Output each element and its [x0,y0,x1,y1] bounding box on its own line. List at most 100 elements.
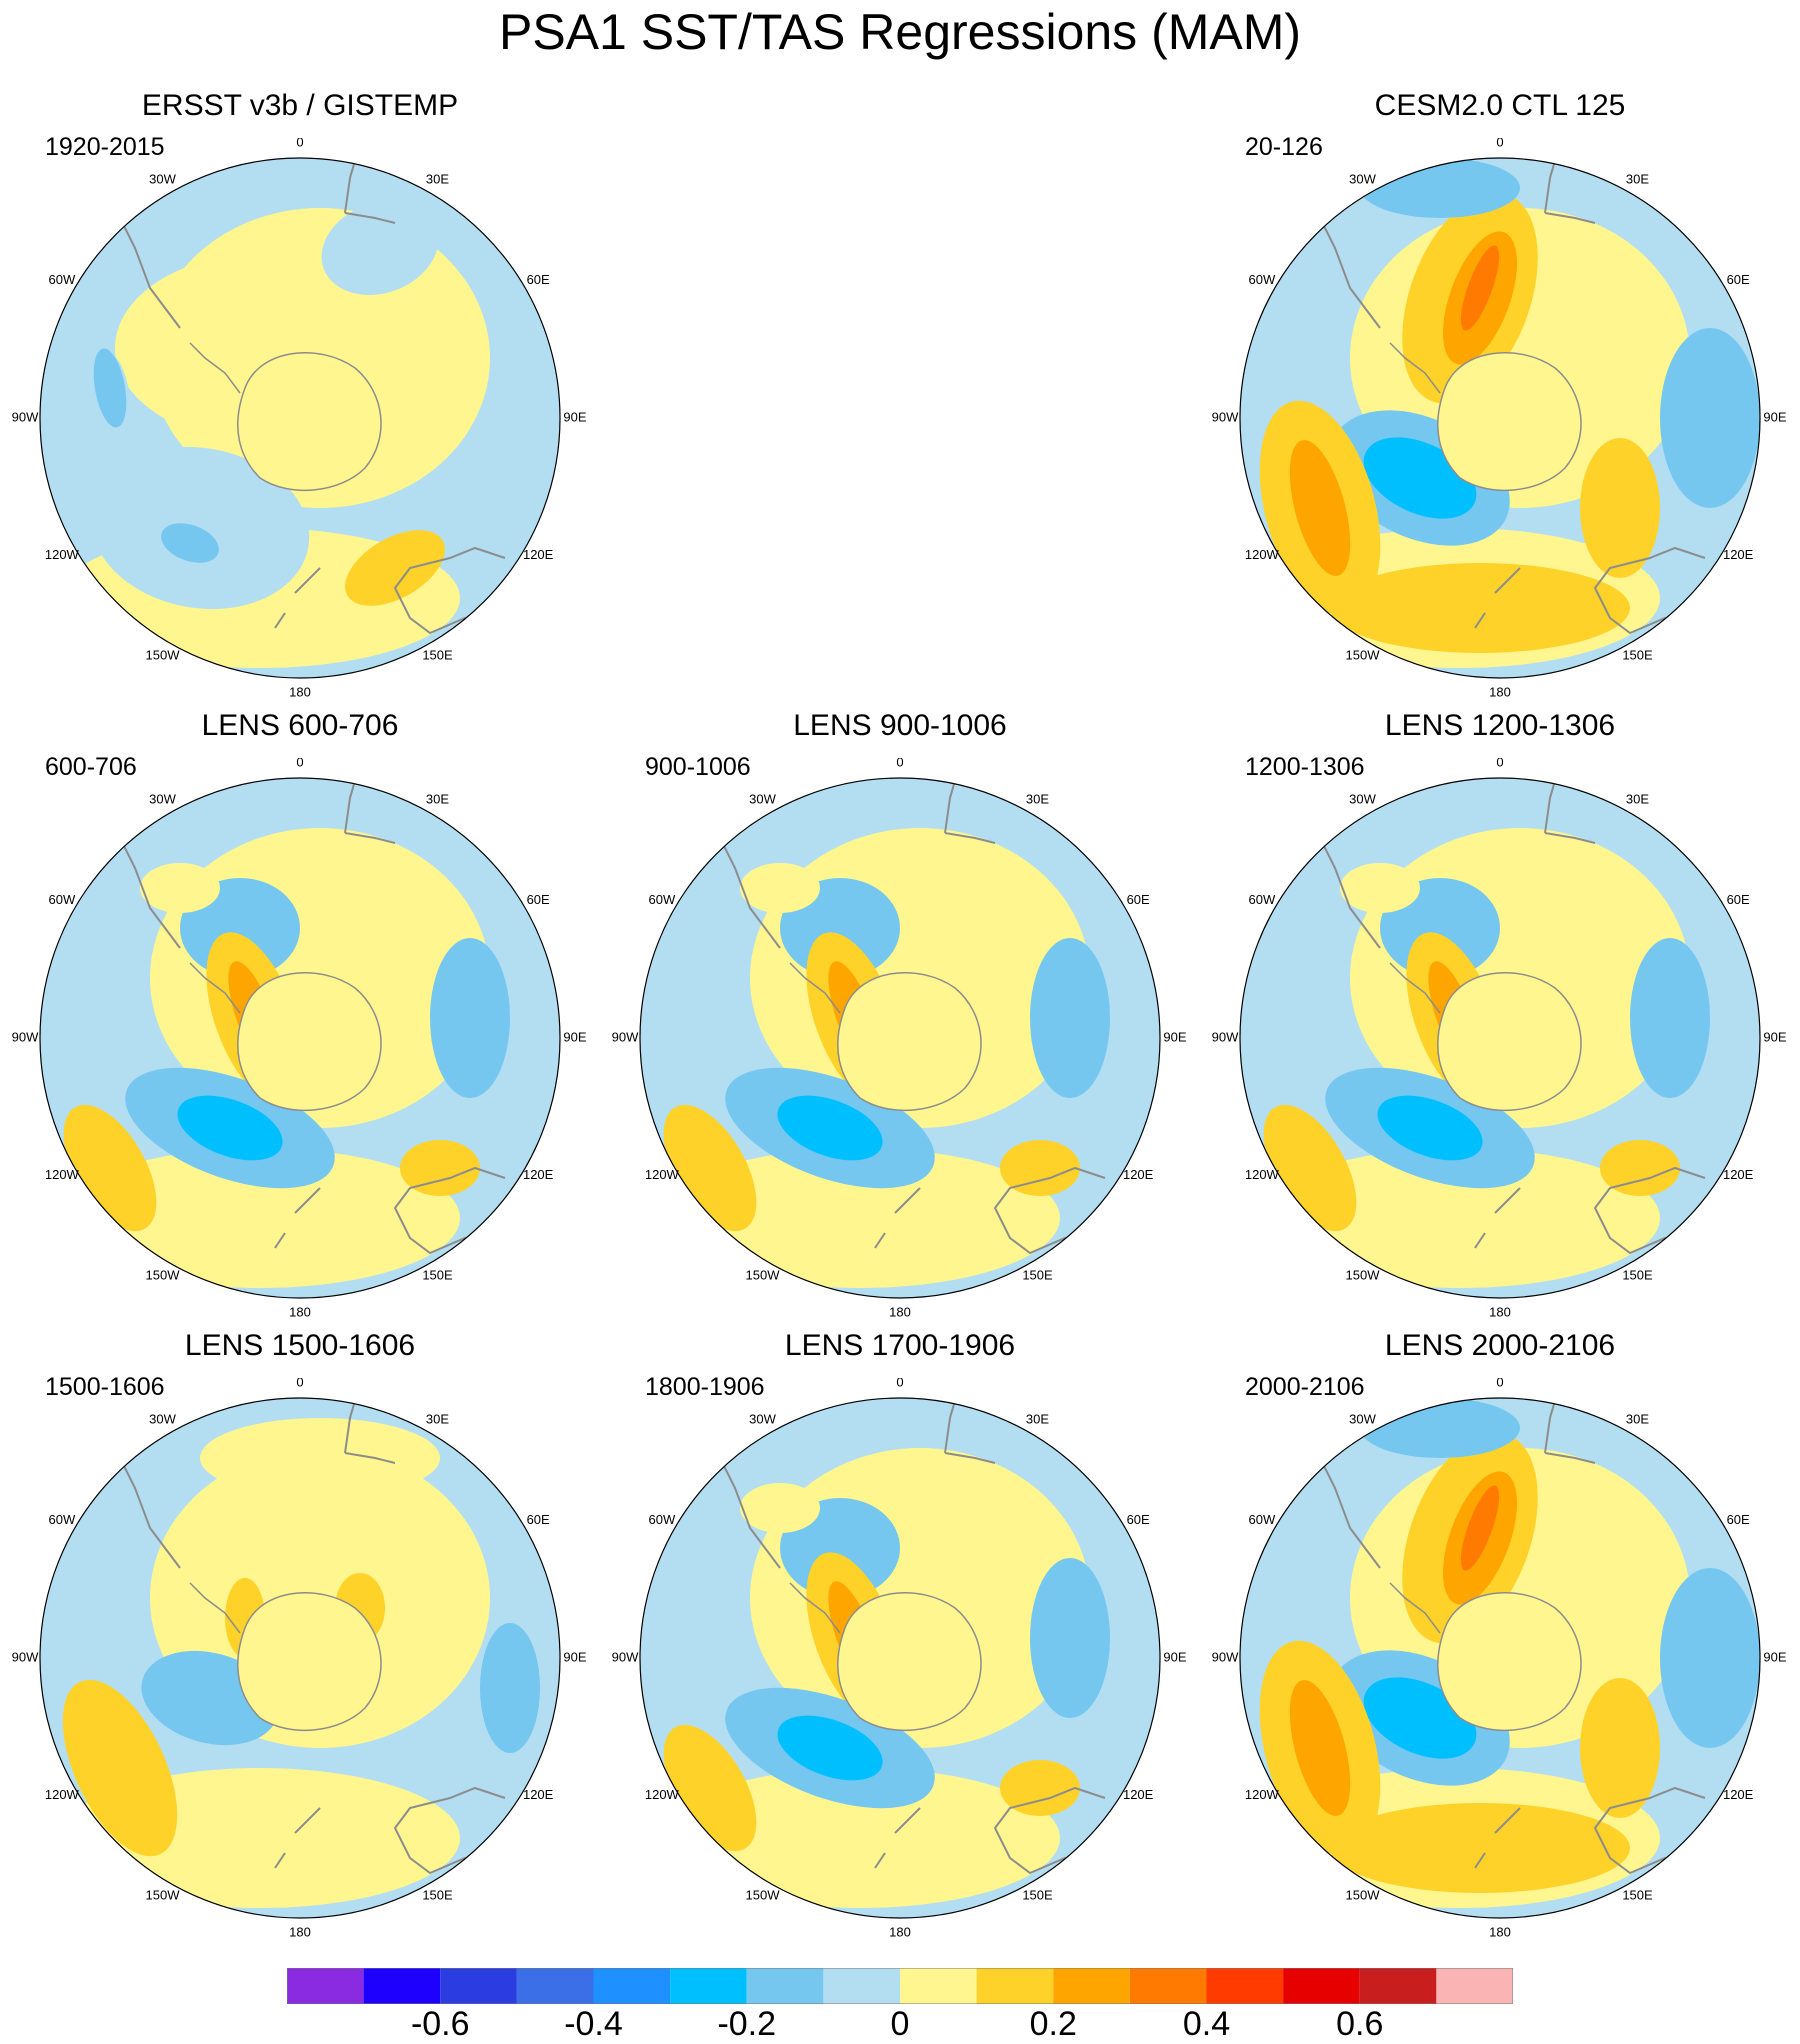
map-panel: ERSST v3b / GISTEMP 1920-2015 0 30E 60E 90E 12… [0,88,600,698]
negative-anomaly-region [1377,1095,1483,1161]
longitude-label: 90W [1212,1649,1239,1664]
longitude-label: 150E [1622,648,1653,663]
polar-map: 0 30E 60E 90E 120E 150E 180 150W 120W 90W 60W 30W [612,758,1187,1318]
negative-anomaly-region [430,938,510,1098]
longitude-label: 0 [296,1378,303,1389]
positive-anomaly-region [660,1148,1060,1288]
negative-anomaly-region [321,200,439,296]
longitude-label: 0 [296,138,303,149]
colorbar-swatch [1129,1968,1207,2004]
positive-anomaly-region [62,1679,178,1857]
longitude-label: 150E [1022,1888,1053,1903]
positive-anomaly-region [1289,1680,1351,1816]
negative-anomaly-region [1360,158,1520,218]
longitude-label: 180 [289,1304,311,1318]
africa-coast [944,1398,996,1464]
longitude-label: 150W [1346,1888,1381,1903]
longitude-label: 180 [1489,1304,1511,1318]
longitude-label: 120E [1723,547,1754,562]
panel-years: 1800-1906 [645,1373,765,1401]
longitude-label: 120E [523,547,554,562]
map-panel: LENS 2000-2106 2000-2106 0 30E 60E 90E 120E 150… [1200,1328,1800,1938]
longitude-label: 120E [1123,1167,1154,1182]
longitude-label: 90E [1763,1649,1786,1664]
longitude-label: 120E [523,1167,554,1182]
longitude-label: 150E [422,1268,453,1283]
longitude-label: 60W [48,892,75,907]
colorbar [287,1968,1513,2004]
longitude-label: 120W [645,1787,680,1802]
negative-anomaly-region [1660,328,1760,508]
longitude-label: 120E [1723,1167,1754,1182]
positive-anomaly-region [1289,440,1351,576]
map-boundary [639,1397,1161,1919]
longitude-label: 60E [1727,1512,1750,1527]
negative-anomaly-region [1660,1568,1760,1748]
colorbar-tick-label: 0.6 [1336,2005,1384,2043]
africa-coast [944,778,996,844]
polar-map: 0 30E 60E 90E 120E 150E 180 150W 120W 90W 60W 30W [1212,758,1787,1318]
positive-anomaly-region [1600,1140,1680,1196]
longitude-label: 30E [426,171,449,186]
longitude-label: 30W [149,1411,176,1426]
negative-anomaly-region [1030,938,1110,1098]
map-panel: LENS 1200-1306 1200-1306 0 30E 60E 90E 120E 150… [1200,708,1800,1318]
panel-title: LENS 1200-1306 [1384,709,1616,742]
longitude-label: 120W [45,1787,80,1802]
africa-coast [1544,778,1596,844]
longitude-label: 150E [1622,1268,1653,1283]
longitude-label: 120W [45,547,80,562]
map-boundary [639,777,1161,1299]
longitude-label: 150W [146,1268,181,1283]
colorbar-swatch [1206,1968,1284,2004]
longitude-label: 60E [1127,1512,1150,1527]
positive-anomaly-region [1330,563,1630,653]
longitude-label: 150E [1022,1268,1053,1283]
longitude-label: 180 [1489,1924,1511,1938]
longitude-label: 120E [523,1787,554,1802]
negative-anomaly-region [1360,1398,1520,1458]
colorbar-tick-label: -0.6 [410,2005,470,2043]
positive-anomaly-region [1000,1760,1080,1816]
longitude-label: 60E [527,272,550,287]
antarctic-peninsula [1389,342,1441,394]
colorbar-swatch [363,1968,441,2004]
antarctic-peninsula [1389,1582,1441,1634]
antarctica-coastline [237,972,382,1112]
longitude-label: 60E [1727,892,1750,907]
new-zealand-coast [1474,1187,1521,1249]
colorbar-swatch [1283,1968,1360,2004]
map-panel: LENS 900-1006 900-1006 0 30E 60E 90E 120E 150E 1… [600,708,1200,1318]
longitude-label: 90W [612,1649,639,1664]
longitude-label: 150W [146,1888,181,1903]
antarctica-coastline [237,1592,382,1732]
longitude-label: 180 [289,1924,311,1938]
positive-anomaly-region [1260,1148,1660,1288]
negative-anomaly-region [177,1095,283,1161]
longitude-label: 120W [45,1167,80,1182]
map-boundary [39,157,561,679]
longitude-label: 60E [527,1512,550,1527]
longitude-label: 30W [1349,791,1376,806]
polar-map: 0 30E 60E 90E 120E 150E 180 150W 120W 90W 60W 30W [12,1378,587,1938]
antarctica-coastline [237,352,382,492]
new-zealand-coast [874,1187,921,1249]
panel-years: 1500-1606 [45,1373,165,1401]
longitude-label: 150E [422,1888,453,1903]
longitude-label: 30E [1626,791,1649,806]
new-zealand-coast [274,1187,321,1249]
longitude-label: 120W [1245,547,1280,562]
longitude-label: 60E [1727,272,1750,287]
longitude-label: 60W [1248,272,1275,287]
negative-anomaly-region [161,523,219,563]
longitude-label: 180 [889,1924,911,1938]
longitude-label: 0 [296,758,303,769]
panel-years: 2000-2106 [1245,1373,1365,1401]
antarctica-coastline [1437,1592,1582,1732]
new-zealand-coast [274,567,321,629]
colorbar-swatch [1053,1968,1130,2004]
negative-anomaly-region [777,1715,883,1781]
negative-anomaly-region [1030,1558,1110,1718]
positive-anomaly-region [63,1104,157,1232]
positive-anomaly-region [740,1483,820,1533]
